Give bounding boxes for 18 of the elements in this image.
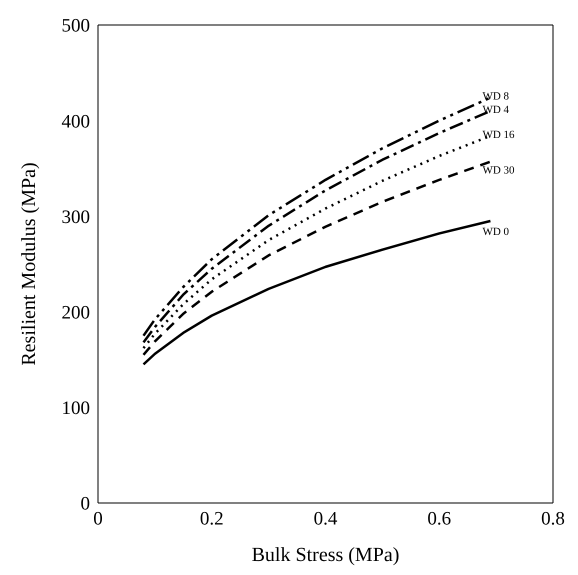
x-tick-label: 0.2 — [200, 508, 224, 530]
y-tick-label: 0 — [80, 494, 90, 515]
y-axis-title: Resilient Modulus (MPa) — [18, 162, 40, 366]
y-tick-label: 400 — [62, 111, 90, 132]
y-tick-label: 300 — [62, 206, 90, 228]
series-label: WD 8 — [482, 90, 510, 103]
x-tick-label: 0.8 — [541, 508, 565, 530]
y-tick-label: 200 — [62, 302, 90, 324]
series-label: WD 0 — [482, 226, 510, 238]
x-tick-label: 0.6 — [427, 508, 452, 530]
x-axis-title: Bulk Stress (MPa) — [252, 544, 400, 566]
x-tick-label: 0.4 — [314, 508, 338, 530]
series-label: WD 16 — [482, 128, 516, 141]
series-label: WD 30 — [482, 164, 516, 177]
x-tick-label: 0 — [93, 508, 103, 530]
y-tick-label: 100 — [62, 398, 90, 420]
y-tick-label: 500 — [62, 16, 90, 37]
series-label: WD 4 — [482, 104, 510, 116]
